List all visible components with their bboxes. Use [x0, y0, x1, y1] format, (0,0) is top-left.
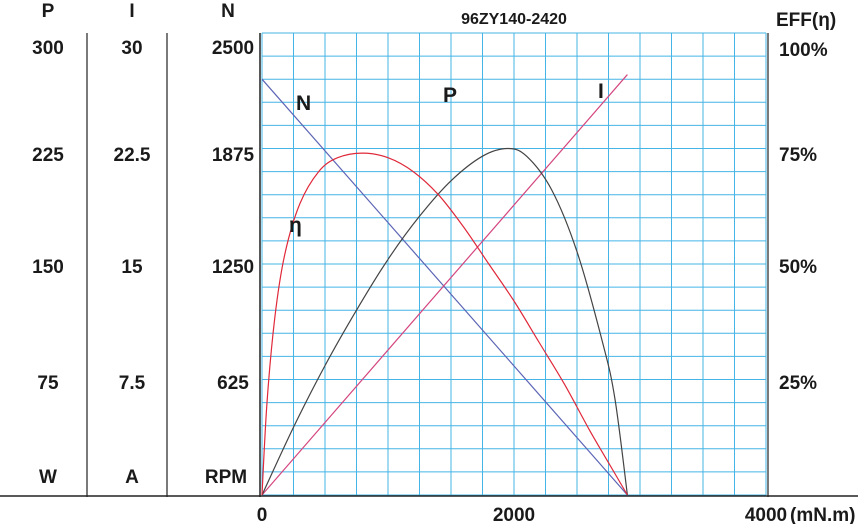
efficiency-tick-label: 25%	[779, 373, 817, 394]
i-tick-label: 7.5	[119, 373, 146, 394]
plot-grid	[261, 32, 767, 496]
p-tick-label: 300	[32, 38, 64, 59]
p-tick-label: 225	[32, 145, 64, 166]
x-tick-label: 0	[257, 505, 268, 524]
i-tick-label: 15	[121, 257, 143, 278]
curve-label-n: N	[296, 92, 311, 115]
efficiency-tick-label: 50%	[779, 257, 817, 278]
n-axis-header: N	[221, 1, 235, 22]
x-tick-label: 2000	[493, 505, 535, 524]
p-axis-ticks: 300 225 150 75	[32, 38, 64, 394]
curve-n	[261, 78, 628, 496]
n-tick-label: 1875	[212, 145, 255, 166]
p-axis-header: P	[42, 1, 55, 22]
curve-label-eta: η	[289, 214, 302, 237]
efficiency-axis-header: EFF(η)	[776, 10, 836, 31]
curve-p	[261, 147, 628, 496]
curves	[261, 74, 628, 496]
chart-frame	[0, 33, 858, 497]
p-tick-label: 150	[32, 257, 64, 278]
i-axis-ticks: 30 22.5 15 7.5	[114, 38, 151, 394]
n-axis-ticks: 2500 1875 1250 625	[212, 38, 255, 394]
n-axis-unit: RPM	[205, 467, 247, 488]
i-tick-label: 22.5	[114, 145, 151, 166]
x-axis-label: (mN.m)	[790, 505, 855, 524]
i-axis-unit: A	[125, 467, 139, 488]
i-tick-label: 30	[121, 38, 142, 59]
curve-eta	[261, 152, 628, 496]
p-tick-label: 75	[37, 373, 59, 394]
p-axis-unit: W	[39, 467, 57, 488]
efficiency-tick-label: 100%	[779, 40, 828, 61]
n-tick-label: 625	[217, 373, 249, 394]
chart-title: 96ZY140-2420	[461, 11, 567, 28]
curve-label-p: P	[443, 84, 457, 107]
curve-i	[261, 74, 628, 496]
n-tick-label: 1250	[212, 257, 254, 278]
x-axis-ticks: 0 2000 4000	[257, 505, 787, 524]
efficiency-axis-ticks: 100% 75% 50% 25%	[779, 40, 828, 394]
efficiency-tick-label: 75%	[779, 145, 817, 166]
curve-label-i: I	[598, 80, 604, 103]
i-axis-header: I	[129, 1, 134, 22]
x-tick-label: 4000	[745, 505, 787, 524]
n-tick-label: 2500	[212, 38, 254, 59]
